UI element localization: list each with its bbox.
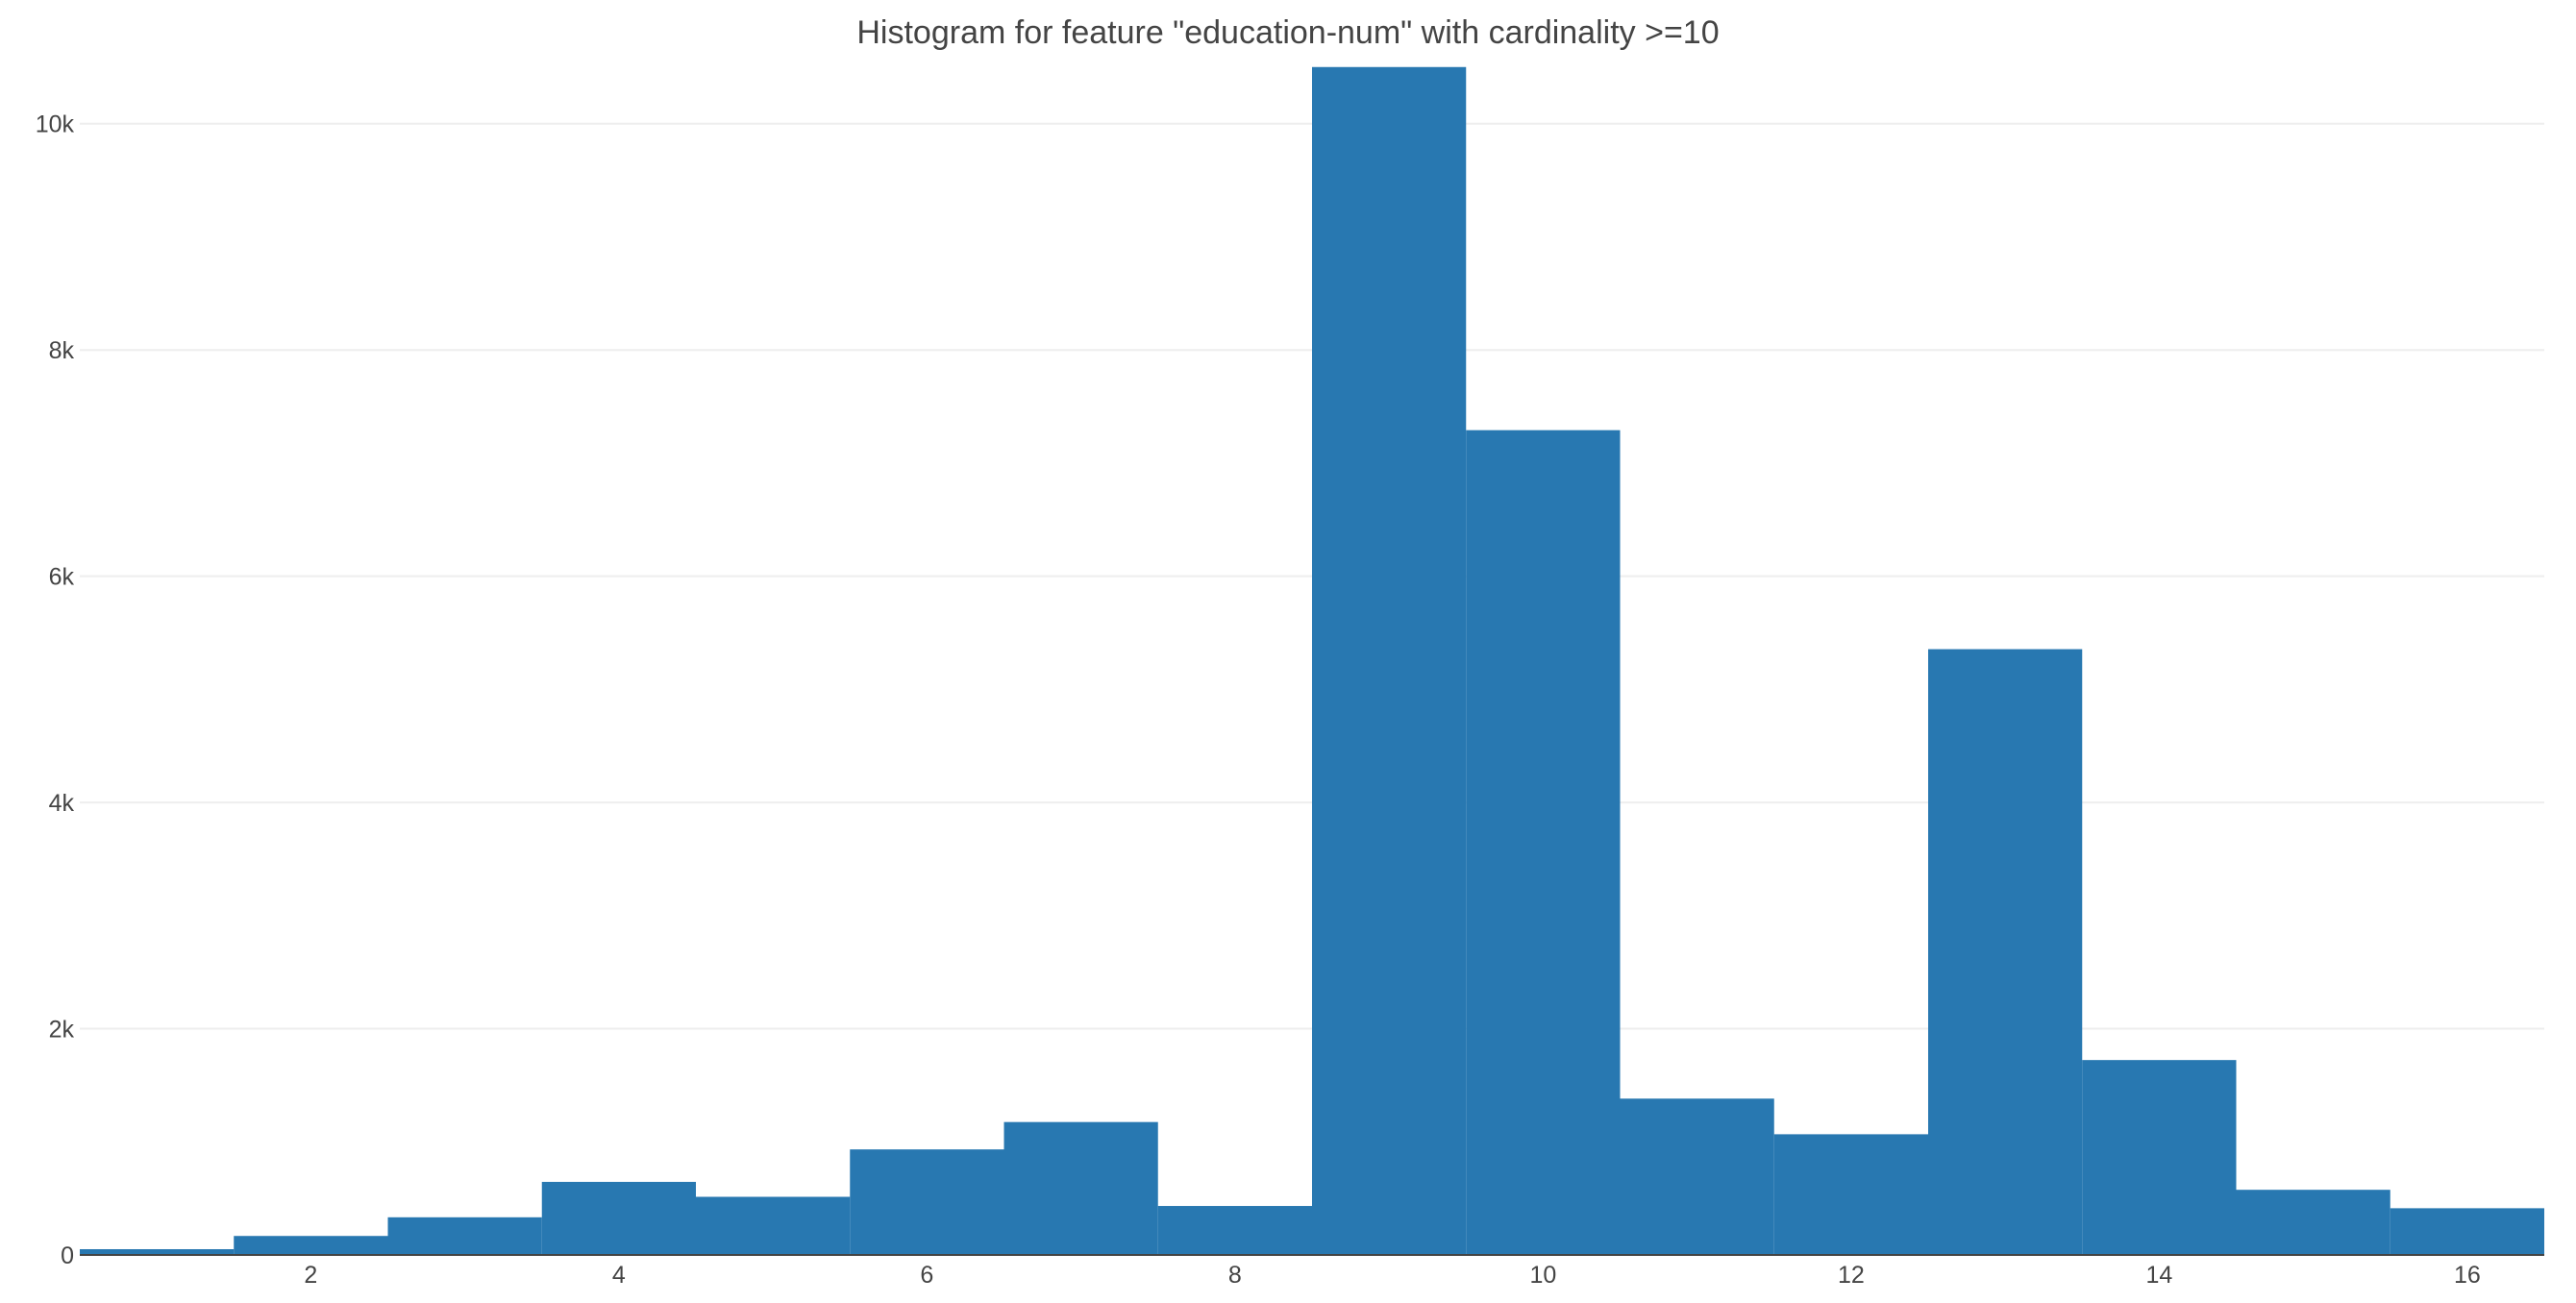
histogram-bar <box>696 1196 851 1255</box>
x-tick-label: 12 <box>1838 1262 1865 1289</box>
y-tick-label: 10k <box>36 111 75 138</box>
y-tick-label: 2k <box>49 1017 75 1044</box>
histogram-bar <box>850 1149 1004 1255</box>
histogram-bar <box>387 1217 542 1255</box>
histogram-bars <box>80 66 2544 1256</box>
y-tick-label: 0 <box>61 1242 74 1269</box>
y-tick-label: 8k <box>49 337 75 364</box>
x-tick-label: 4 <box>612 1262 626 1289</box>
histogram-bar <box>1620 1098 1774 1255</box>
x-tick-label: 16 <box>2454 1262 2481 1289</box>
histogram-bar <box>1466 430 1621 1256</box>
histogram-bar <box>1773 1134 1928 1255</box>
histogram-bar <box>2236 1190 2390 1255</box>
x-tick-label: 2 <box>304 1262 317 1289</box>
histogram-bar <box>2082 1060 2237 1255</box>
histogram-bar <box>80 1248 235 1255</box>
histogram-bar <box>1157 1206 1312 1255</box>
x-tick-label: 8 <box>1228 1262 1242 1289</box>
histogram-bar <box>2390 1208 2544 1255</box>
axes: 0 2k 4k 6k 8k 10k 2 4 6 8 10 12 14 16 <box>36 111 2544 1289</box>
x-tick-label: 14 <box>2145 1262 2172 1289</box>
chart-title: Histogram for feature "education-num" wi… <box>856 14 1719 51</box>
x-tick-label: 10 <box>1529 1262 1556 1289</box>
y-tick-label: 6k <box>49 564 75 591</box>
histogram-bar <box>1928 649 2083 1255</box>
y-tick-label: 4k <box>49 790 75 817</box>
histogram-bar <box>541 1181 696 1255</box>
histogram-bar <box>234 1236 388 1255</box>
x-tick-label: 6 <box>920 1262 933 1289</box>
histogram-bar <box>1312 66 1467 1255</box>
histogram-bar <box>1003 1121 1158 1255</box>
